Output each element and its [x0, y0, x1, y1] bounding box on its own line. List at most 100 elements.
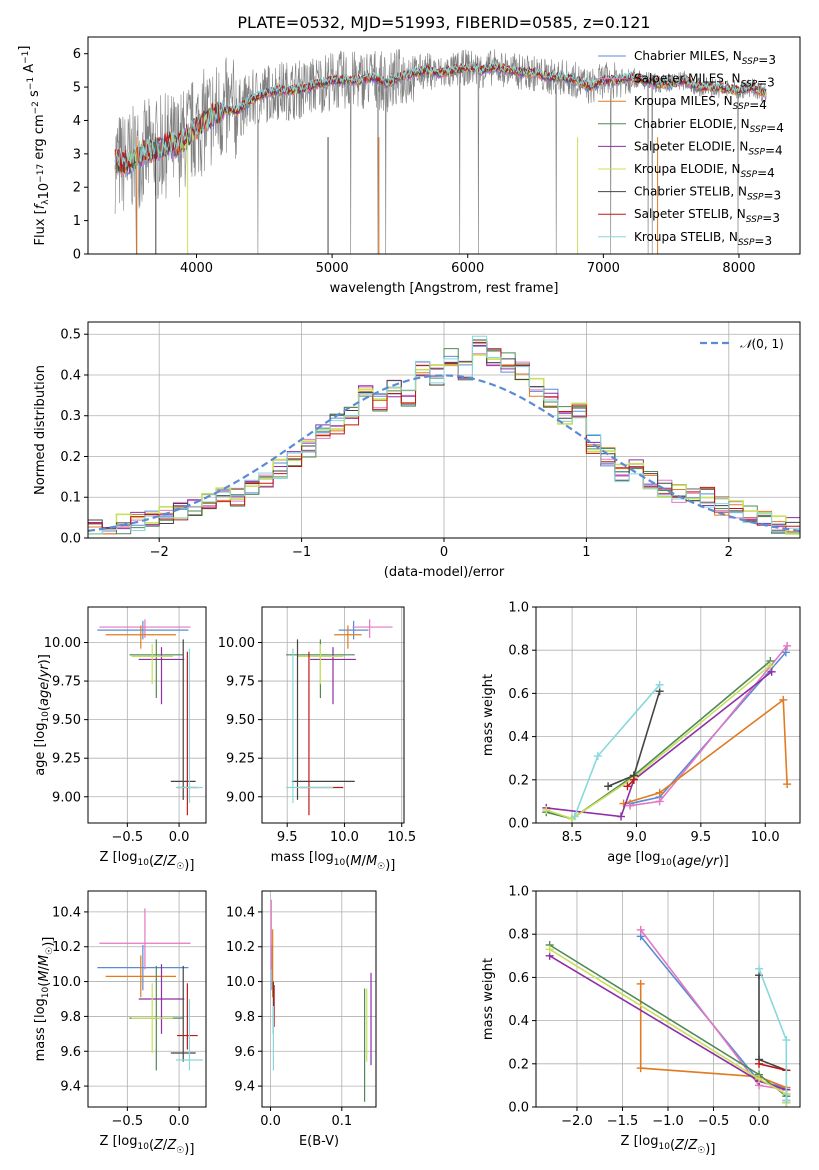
y-tick-label: 0.1 — [60, 491, 81, 506]
y-tick-label: 0.2 — [508, 1057, 529, 1072]
x-axis-label: wavelength [Angstrom, rest frame] — [330, 281, 559, 296]
marker-plus — [616, 812, 625, 821]
y-tick-label: 10.4 — [226, 905, 255, 920]
x-tick-label: 2 — [725, 545, 733, 560]
y-tick-label: 1 — [73, 214, 81, 229]
y-tick-label: 3 — [73, 147, 81, 162]
x-tick-label: 9.0 — [626, 830, 647, 845]
y-tick-label: 10.4 — [52, 905, 81, 920]
axes-frame — [87, 890, 207, 1108]
marker-plus — [755, 1059, 764, 1068]
marker-plus — [782, 1096, 791, 1105]
y-tick-label: 0.2 — [508, 773, 529, 788]
legend-entry: Salpeter MILES, NSSP=3 — [634, 72, 775, 90]
plot-area — [97, 908, 203, 1071]
axes-frame — [535, 606, 801, 824]
axes-frame — [87, 36, 801, 255]
weight-line-salpeter-stelib — [626, 779, 635, 787]
y-tick-label: 10.2 — [226, 940, 255, 955]
y-axis-label: age [log10(age/yr)] — [33, 654, 52, 776]
weight-line-chabrier-elodie — [546, 660, 771, 820]
marker-plus — [545, 945, 554, 954]
legend-entry: Chabrier ELODIE, NSSP=4 — [634, 117, 784, 135]
x-tick-label: −1.0 — [652, 1114, 684, 1129]
marker-plus — [655, 680, 664, 689]
y-axis-label: mass weight — [481, 958, 496, 1040]
legend-entry: Salpeter ELODIE, NSSP=4 — [634, 139, 783, 157]
y-axis-label: Flux [fλ10−17 erg cm−2 s−1 A−1] — [17, 46, 52, 246]
y-tick-label: 0 — [73, 248, 81, 263]
y-tick-label: 0.8 — [508, 928, 529, 943]
plot-area — [97, 619, 203, 816]
x-tick-label: −1 — [292, 545, 311, 560]
marker-plus — [655, 788, 664, 797]
y-axis-label: Normed distribution — [33, 365, 48, 495]
weight-line-salpeter-elodie — [546, 671, 773, 818]
y-tick-label: 0.0 — [60, 532, 81, 547]
plot-area — [545, 925, 791, 1107]
normal-curve — [88, 374, 800, 532]
marker-plus — [593, 752, 602, 761]
marker-plus — [626, 801, 635, 810]
histogram-kroupa-stelib — [88, 335, 800, 535]
x-tick-label: 10.5 — [387, 830, 416, 845]
weight-line-salpeter-stelib — [758, 1063, 787, 1072]
x-tick-label: 0 — [440, 545, 448, 560]
panel-mass-vs-Z: −0.5 0.0 9.4 9.6 9.8 10.0 10.2 10.4 Z [log10(Z/Z… — [33, 890, 207, 1157]
marker-plus — [766, 661, 775, 670]
x-tick-label: 8.5 — [562, 830, 583, 845]
x-tick-label: 7000 — [587, 261, 620, 276]
marker-plus — [755, 964, 764, 973]
y-tick-label: 9.8 — [234, 1010, 255, 1025]
y-tick-label: 0.6 — [508, 971, 529, 986]
marker-plus — [636, 925, 645, 934]
x-tick-label: −2.0 — [561, 1114, 593, 1129]
y-tick-label: 4 — [73, 114, 81, 129]
panel-residuals: −2 −1 0 1 2 0.0 0.1 0.2 0.3 0.4 0.5 (data-model)/er… — [33, 321, 801, 580]
y-tick-label: 9.4 — [60, 1080, 81, 1095]
y-tick-label: 0.3 — [60, 409, 81, 424]
y-axis-label: mass [log10(M/M☉)] — [33, 937, 56, 1062]
y-tick-label: 2 — [73, 181, 81, 196]
marker-plus — [636, 979, 645, 988]
marker-plus — [629, 775, 638, 784]
plot-area — [286, 619, 393, 816]
y-tick-label: 1.0 — [508, 885, 529, 900]
x-tick-label: 0.0 — [260, 1114, 281, 1129]
marker-plus — [779, 695, 788, 704]
y-tick-label: 1.0 — [508, 601, 529, 616]
x-tick-label: 0.0 — [169, 830, 190, 845]
axes-frame — [87, 321, 801, 539]
x-tick-label: 5000 — [316, 261, 349, 276]
legend-entry: Kroupa STELIB, NSSP=3 — [634, 230, 772, 248]
x-tick-label: −2 — [150, 545, 169, 560]
marker-plus — [655, 797, 664, 806]
legend-entry: Chabrier STELIB, NSSP=3 — [634, 185, 781, 203]
y-tick-label: 9.25 — [52, 752, 81, 767]
plot-area — [270, 899, 372, 1102]
y-tick-label: 5 — [73, 81, 81, 96]
weight-line-kroupa-elodie — [546, 664, 771, 820]
y-tick-label: 9.6 — [234, 1045, 255, 1060]
y-tick-label: 10.2 — [52, 940, 81, 955]
y-tick-label: 9.00 — [226, 790, 255, 805]
y-tick-label: 10.00 — [44, 636, 81, 651]
axes-frame — [535, 890, 801, 1108]
y-tick-label: 0.0 — [508, 817, 529, 832]
axes-frame — [261, 890, 377, 1108]
x-tick-label: 10.0 — [330, 830, 359, 845]
marker-plus — [783, 641, 792, 650]
y-tick-label: 0.6 — [508, 687, 529, 702]
axes-frame — [87, 606, 207, 824]
legend-entry: Chabrier MILES, NSSP=3 — [634, 49, 776, 67]
y-tick-label: 0.5 — [60, 328, 81, 343]
legend-entry: Kroupa MILES, NSSP=4 — [634, 94, 767, 112]
plot-area — [88, 335, 800, 535]
y-tick-label: 0.4 — [508, 730, 529, 745]
marker-plus — [781, 648, 790, 657]
marker-plus — [623, 782, 632, 791]
legend-entry: Kroupa ELODIE, NSSP=4 — [634, 162, 775, 180]
legend-entry: Salpeter STELIB, NSSP=3 — [634, 207, 780, 225]
panel-mass-vs-EBV: 0.0 0.1 9.4 9.6 9.8 10.0 10.2 10.4 E(B-V) — [226, 890, 377, 1149]
data-spectrum-line — [114, 49, 767, 254]
